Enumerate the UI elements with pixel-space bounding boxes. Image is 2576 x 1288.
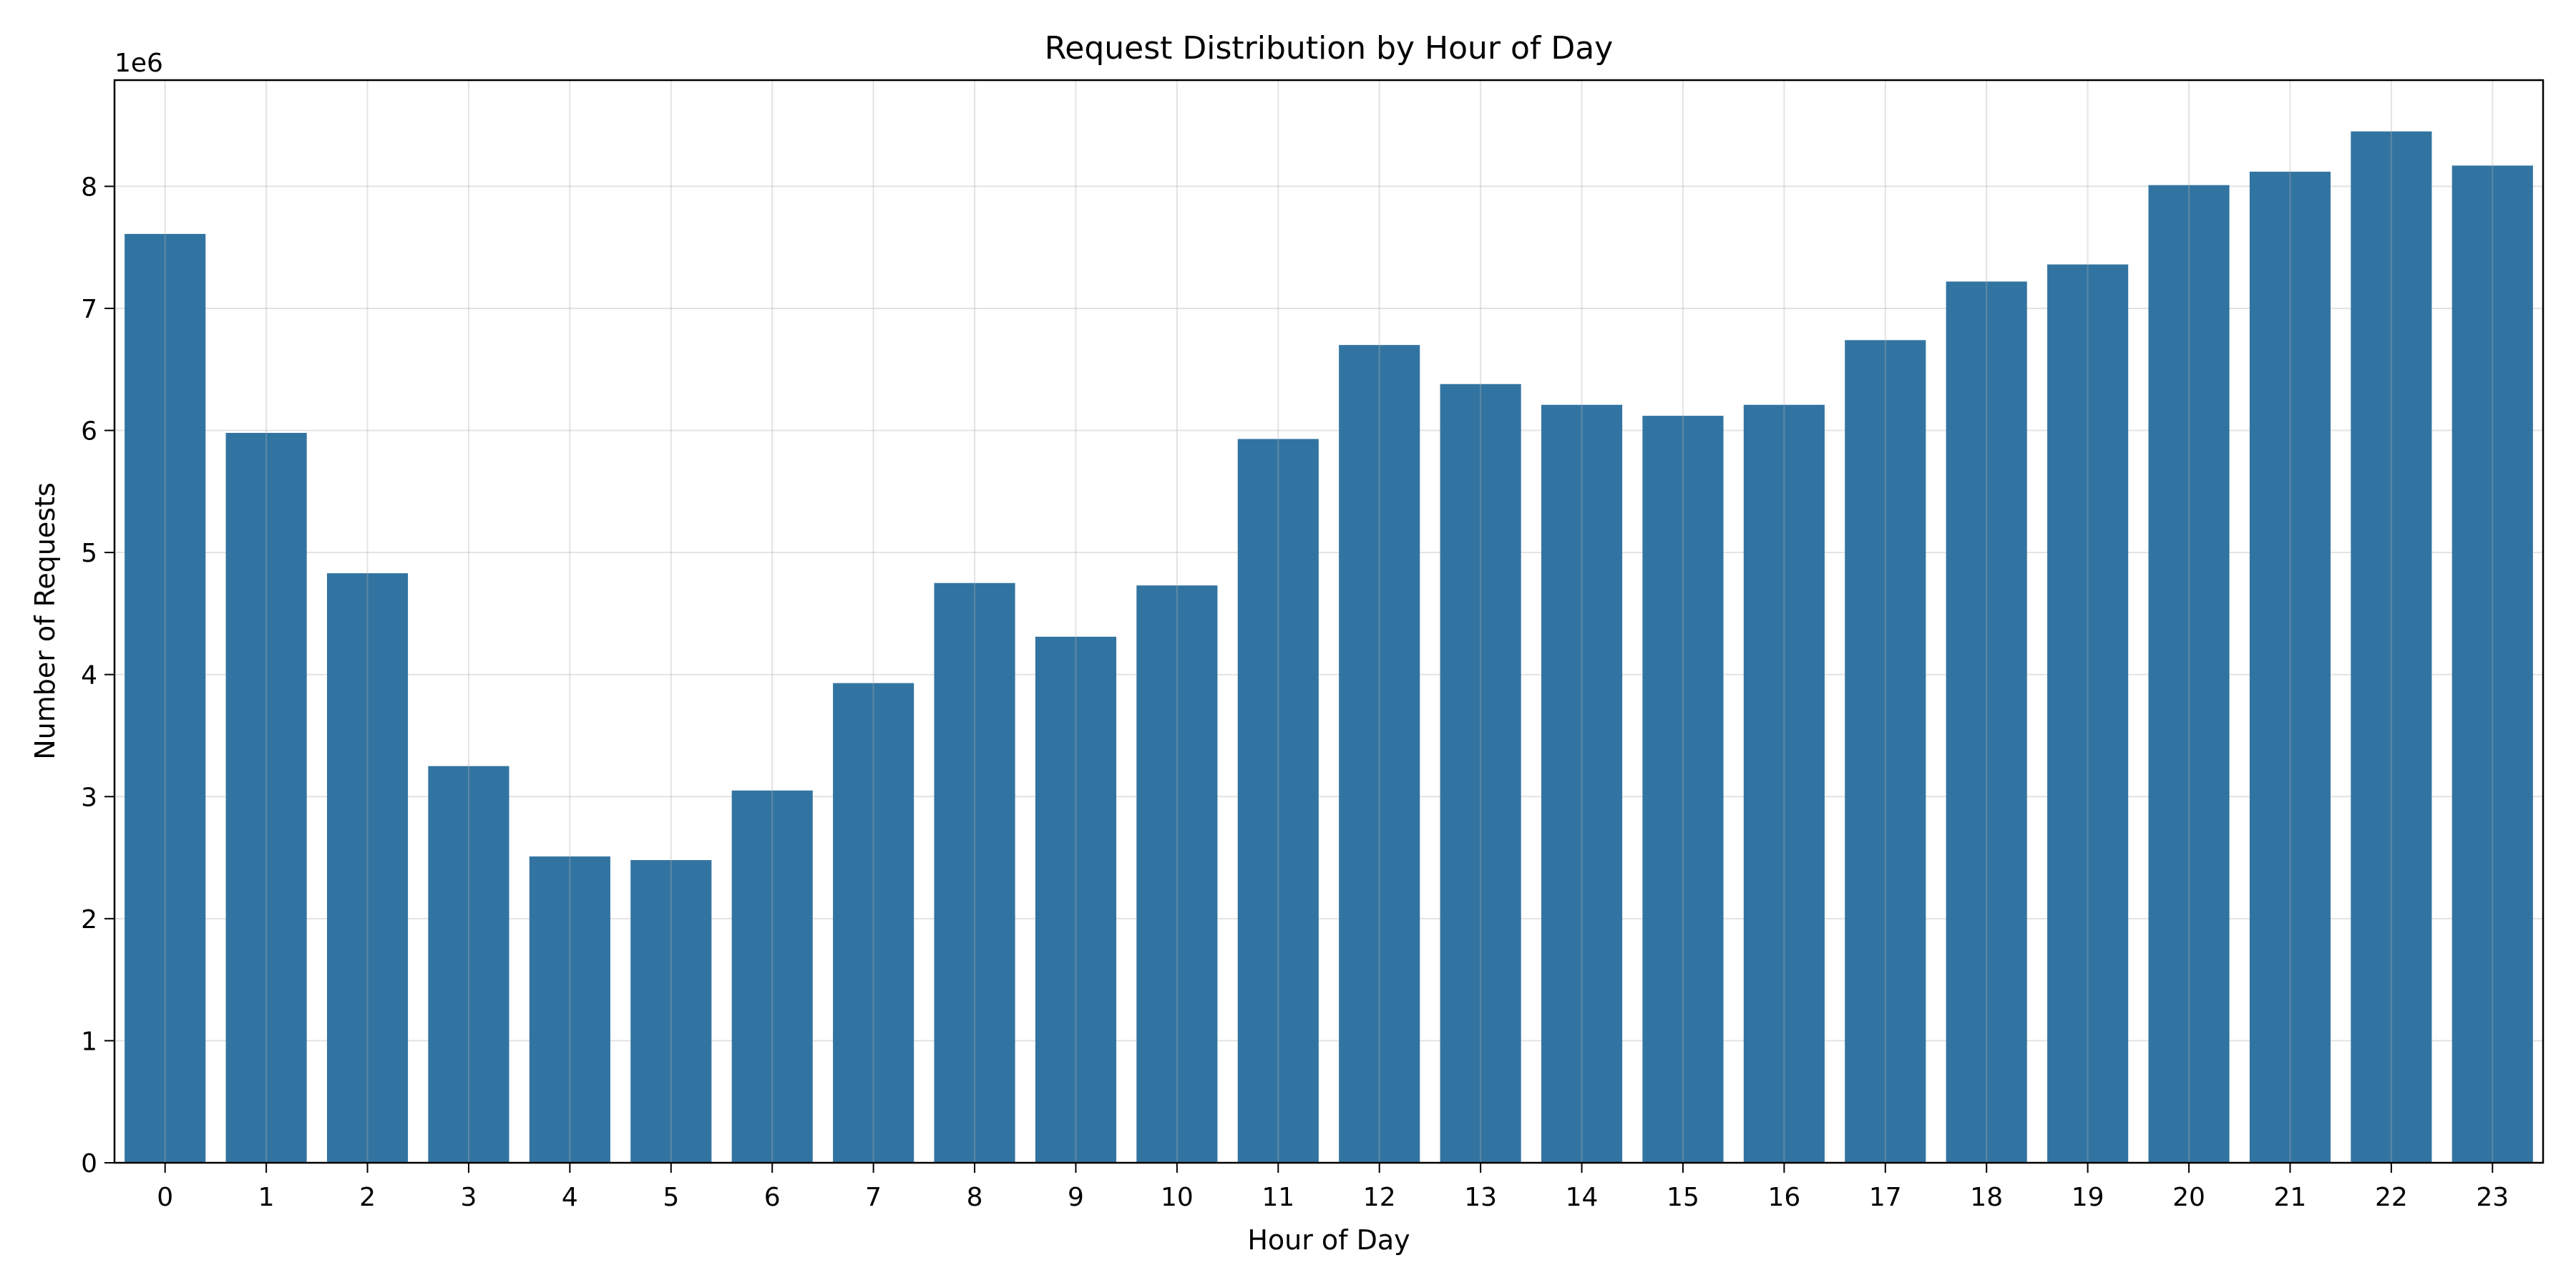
x-tick-label: 22 xyxy=(2375,1183,2408,1212)
x-tick-label: 14 xyxy=(1566,1183,1599,1212)
bar-hour-13 xyxy=(1440,384,1521,1163)
bar-hour-21 xyxy=(2249,171,2331,1163)
y-offset-label: 1e6 xyxy=(114,49,163,78)
x-tick-label: 23 xyxy=(2476,1183,2509,1212)
x-tick-label: 8 xyxy=(967,1183,983,1212)
y-tick-label: 1 xyxy=(81,1027,97,1056)
chart-title: Request Distribution by Hour of Day xyxy=(1045,30,1614,67)
bar-hour-1 xyxy=(225,432,307,1163)
bar-hour-4 xyxy=(529,856,610,1163)
x-tick-label: 11 xyxy=(1262,1183,1294,1212)
x-tick-label: 6 xyxy=(764,1183,781,1212)
x-tick-label: 7 xyxy=(865,1183,882,1212)
bar-hour-22 xyxy=(2351,131,2432,1163)
x-tick-label: 17 xyxy=(1869,1183,1902,1212)
x-tick-label: 0 xyxy=(157,1183,173,1212)
x-tick-label: 13 xyxy=(1464,1183,1497,1212)
bar-hour-8 xyxy=(934,582,1015,1163)
bar-hour-23 xyxy=(2451,165,2533,1163)
x-axis-label: Hour of Day xyxy=(1247,1224,1410,1256)
x-tick-label: 9 xyxy=(1068,1183,1084,1212)
bars xyxy=(125,131,2533,1163)
y-axis-label: Number of Requests xyxy=(29,482,61,760)
bar-hour-2 xyxy=(326,573,409,1163)
y-tick-label: 3 xyxy=(81,783,97,812)
x-tick-label: 10 xyxy=(1161,1183,1194,1212)
y-tick-label: 7 xyxy=(81,295,97,324)
y-tick-label: 8 xyxy=(81,172,97,202)
x-tick-label: 18 xyxy=(1970,1183,2003,1212)
axes xyxy=(113,79,2545,1164)
y-tick-label: 5 xyxy=(81,539,97,568)
x-tick-label: 5 xyxy=(663,1183,679,1212)
x-tick-label: 12 xyxy=(1363,1183,1396,1212)
bar-hour-18 xyxy=(1946,281,2027,1163)
y-ticks: 0 1 2 3 4 5 6 7 8 xyxy=(81,172,114,1179)
bar-hour-11 xyxy=(1237,439,1319,1163)
bar-hour-16 xyxy=(1743,404,1825,1163)
x-tick-label: 1 xyxy=(258,1183,275,1212)
bar-hour-5 xyxy=(630,859,712,1163)
bar-hour-14 xyxy=(1541,404,1623,1163)
bar-hour-19 xyxy=(2047,264,2129,1163)
x-tick-label: 21 xyxy=(2274,1183,2307,1212)
x-grid-lines xyxy=(164,80,2494,1163)
x-tick-label: 16 xyxy=(1767,1183,1800,1212)
y-tick-label: 4 xyxy=(81,661,97,691)
x-tick-label: 4 xyxy=(562,1183,578,1212)
grid-lines xyxy=(114,185,2543,1163)
bar-hour-10 xyxy=(1136,585,1218,1163)
bar-hour-12 xyxy=(1339,345,1420,1163)
y-tick-label: 6 xyxy=(81,417,97,447)
bar-hour-6 xyxy=(731,790,813,1163)
x-tick-label: 2 xyxy=(359,1183,376,1212)
bar-hour-15 xyxy=(1642,416,1724,1163)
x-tick-label: 20 xyxy=(2172,1183,2205,1212)
x-ticks: 0 1 2 3 4 5 6 7 8 9 10 11 12 13 14 15 16 17 18 19 20 21 22 23 xyxy=(157,1163,2509,1212)
y-tick-label: 0 xyxy=(81,1149,97,1179)
bar-hour-9 xyxy=(1035,636,1117,1163)
bar-hour-0 xyxy=(125,233,206,1163)
x-tick-label: 15 xyxy=(1667,1183,1699,1212)
bar-hour-17 xyxy=(1845,340,1926,1163)
x-tick-label: 19 xyxy=(2072,1183,2104,1212)
x-tick-label: 3 xyxy=(461,1183,477,1212)
bar-hour-20 xyxy=(2148,185,2230,1163)
bar-hour-7 xyxy=(833,683,914,1163)
bar-hour-3 xyxy=(428,766,509,1163)
plot-frame xyxy=(113,79,2545,1164)
y-tick-label: 2 xyxy=(81,905,97,935)
